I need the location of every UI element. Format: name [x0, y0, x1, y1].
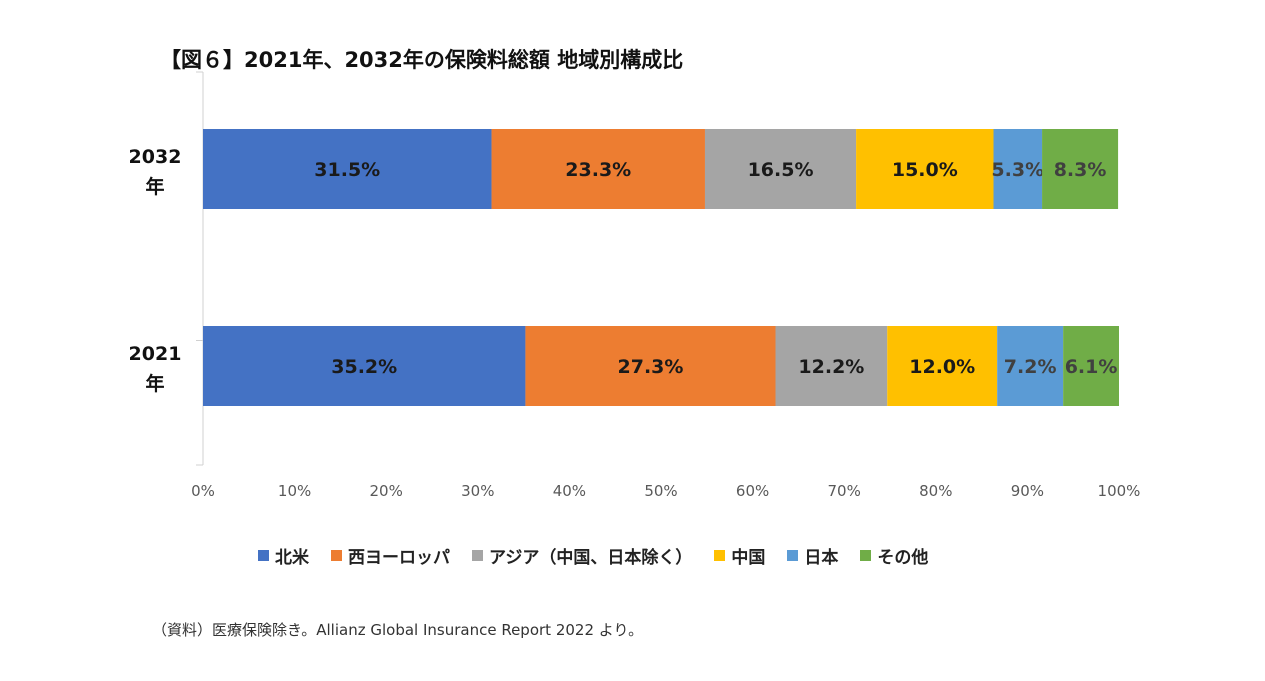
bar-segment: [887, 326, 998, 406]
x-tick-label: 80%: [919, 482, 952, 500]
data-label: 7.2%: [1004, 356, 1057, 378]
bar-segment: [856, 129, 994, 209]
x-tick-label: 0%: [191, 482, 215, 500]
legend-swatch: [860, 550, 872, 561]
x-tick-label: 60%: [736, 482, 769, 500]
x-tick-label: 50%: [644, 482, 677, 500]
data-label: 35.2%: [331, 356, 397, 378]
legend-item: 中国: [714, 543, 765, 568]
legend-item: その他: [860, 543, 928, 568]
data-label: 23.3%: [565, 159, 631, 181]
category-label: 2021: [129, 343, 182, 365]
bar-segment: [525, 326, 776, 406]
data-label: 16.5%: [748, 159, 814, 181]
bar-segment: [704, 129, 857, 209]
legend-label: 中国: [731, 548, 766, 568]
legend: 北米 西ヨーロッパ アジア（中国、日本除く） 中国 日本 その他: [258, 543, 928, 568]
bar-segment: [775, 326, 888, 406]
x-tick-label: 70%: [828, 482, 861, 500]
category-label: 年: [145, 372, 164, 395]
bar-segment: [993, 129, 1043, 209]
legend-label: 北米: [275, 548, 309, 568]
data-label: 15.0%: [892, 159, 958, 181]
legend-swatch: [787, 550, 799, 561]
category-label: 2032: [129, 146, 182, 168]
x-tick-label: 10%: [278, 482, 311, 500]
bar-segment: [1063, 326, 1119, 406]
data-label: 6.1%: [1065, 356, 1118, 378]
chart-title: 【図６】2021年、2032年の保険料総額 地域別構成比: [160, 48, 684, 72]
x-tick-label: 30%: [461, 482, 494, 500]
source-note: （資料）医療保険除き。Allianz Global Insurance Repo…: [152, 621, 644, 639]
x-tick-label: 90%: [1011, 482, 1044, 500]
legend-label: その他: [877, 548, 929, 568]
legend-item: 日本: [787, 543, 838, 568]
legend-label: 日本: [804, 548, 839, 568]
bar-segment: [491, 129, 705, 209]
bar-segment: [1042, 129, 1119, 209]
legend-swatch: [331, 550, 342, 561]
legend-swatch: [258, 550, 269, 561]
legend-swatch: [714, 550, 726, 561]
legend-item: 西ヨーロッパ: [331, 543, 450, 568]
x-tick-label: 100%: [1098, 482, 1141, 500]
legend-label: アジア（中国、日本除く）: [489, 548, 693, 568]
data-label: 31.5%: [314, 159, 380, 181]
bar-segment: [997, 326, 1064, 406]
data-label: 12.0%: [909, 356, 975, 378]
category-label: 年: [145, 175, 164, 198]
data-label: 5.3%: [991, 159, 1044, 181]
bar-segment: [203, 129, 492, 209]
x-tick-label: 20%: [370, 482, 403, 500]
bar-segment: [203, 326, 526, 406]
data-label: 8.3%: [1054, 159, 1107, 181]
legend-swatch: [472, 550, 483, 561]
legend-item: 北米: [258, 543, 309, 568]
x-tick-label: 40%: [553, 482, 586, 500]
data-label: 27.3%: [618, 356, 684, 378]
legend-item: アジア（中国、日本除く）: [472, 543, 692, 568]
data-label: 12.2%: [798, 356, 864, 378]
legend-label: 西ヨーロッパ: [348, 548, 450, 568]
